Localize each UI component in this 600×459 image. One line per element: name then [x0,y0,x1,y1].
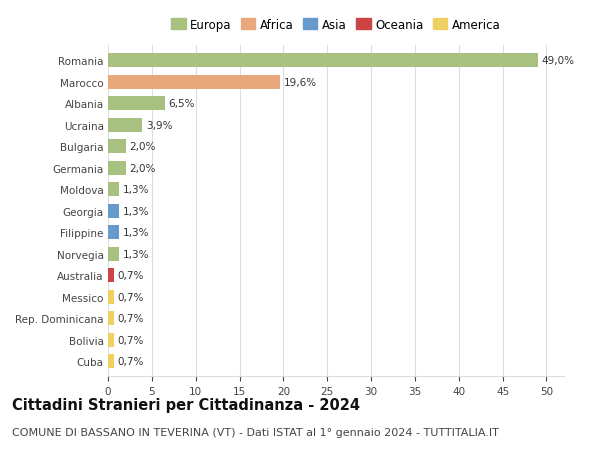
Bar [108,333,114,347]
Bar [108,161,125,175]
Text: 49,0%: 49,0% [541,56,574,66]
Bar [108,97,165,111]
Text: COMUNE DI BASSANO IN TEVERINA (VT) - Dati ISTAT al 1° gennaio 2024 - TUTTITALIA.: COMUNE DI BASSANO IN TEVERINA (VT) - Dat… [12,427,499,437]
Text: 1,3%: 1,3% [123,185,149,195]
Bar [108,312,114,325]
Bar [108,354,114,368]
Bar [108,247,119,261]
Text: 2,0%: 2,0% [129,142,155,152]
Text: 6,5%: 6,5% [169,99,195,109]
Text: 1,3%: 1,3% [123,228,149,238]
Bar [108,183,119,196]
Text: 3,9%: 3,9% [146,120,172,130]
Bar [108,140,125,154]
Bar [108,226,119,240]
Bar [108,54,538,68]
Bar [108,204,119,218]
Bar [108,290,114,304]
Text: 1,3%: 1,3% [123,249,149,259]
Legend: Europa, Africa, Asia, Oceania, America: Europa, Africa, Asia, Oceania, America [172,19,500,32]
Text: 2,0%: 2,0% [129,163,155,173]
Bar [108,269,114,282]
Text: 0,7%: 0,7% [118,335,144,345]
Text: 19,6%: 19,6% [283,78,317,87]
Text: 0,7%: 0,7% [118,356,144,366]
Text: 0,7%: 0,7% [118,313,144,324]
Text: 0,7%: 0,7% [118,270,144,280]
Text: 1,3%: 1,3% [123,206,149,216]
Text: Cittadini Stranieri per Cittadinanza - 2024: Cittadini Stranieri per Cittadinanza - 2… [12,397,360,412]
Bar [108,75,280,90]
Bar [108,118,142,132]
Text: 0,7%: 0,7% [118,292,144,302]
